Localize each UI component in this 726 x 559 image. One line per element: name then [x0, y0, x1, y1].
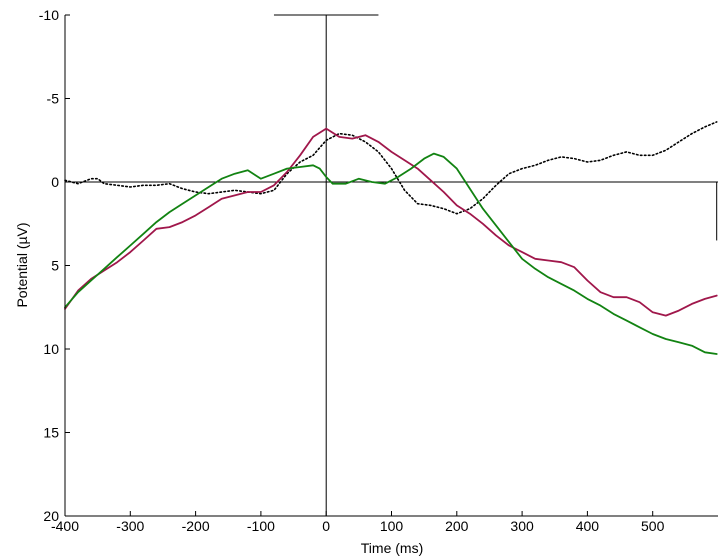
series-black-dotted-line — [64, 121, 718, 215]
y-axis-label: Potential (µV) — [14, 222, 30, 307]
x-tick-label: -100 — [247, 518, 275, 534]
y-tick-label: 20 — [43, 508, 59, 524]
series-crimson-line — [64, 127, 718, 317]
series-group — [64, 121, 718, 355]
x-tick-label: 200 — [445, 518, 469, 534]
x-axis-label: Time (ms) — [361, 540, 423, 556]
x-tick-label: 300 — [510, 518, 534, 534]
y-tick-label: -5 — [47, 91, 60, 107]
x-tick-label: 100 — [380, 518, 404, 534]
reference-lines — [65, 14, 718, 516]
y-tick-label: 10 — [43, 341, 59, 357]
axes-group: -10 -5 0 5 10 15 20-400 -300 -200 -100 0 100 200 300 4… — [39, 7, 718, 534]
y-tick-label: 15 — [43, 425, 59, 441]
x-tick-label: 500 — [641, 518, 665, 534]
series-green-line — [64, 152, 718, 355]
y-tick-label: 5 — [51, 258, 59, 274]
x-tick-label: 400 — [576, 518, 600, 534]
y-tick-label: -10 — [39, 7, 59, 23]
x-tick-label: -400 — [51, 518, 79, 534]
x-tick-label: -300 — [116, 518, 144, 534]
x-tick-label: 0 — [322, 518, 330, 534]
y-tick-label: 0 — [51, 174, 59, 190]
x-tick-label: -200 — [182, 518, 210, 534]
